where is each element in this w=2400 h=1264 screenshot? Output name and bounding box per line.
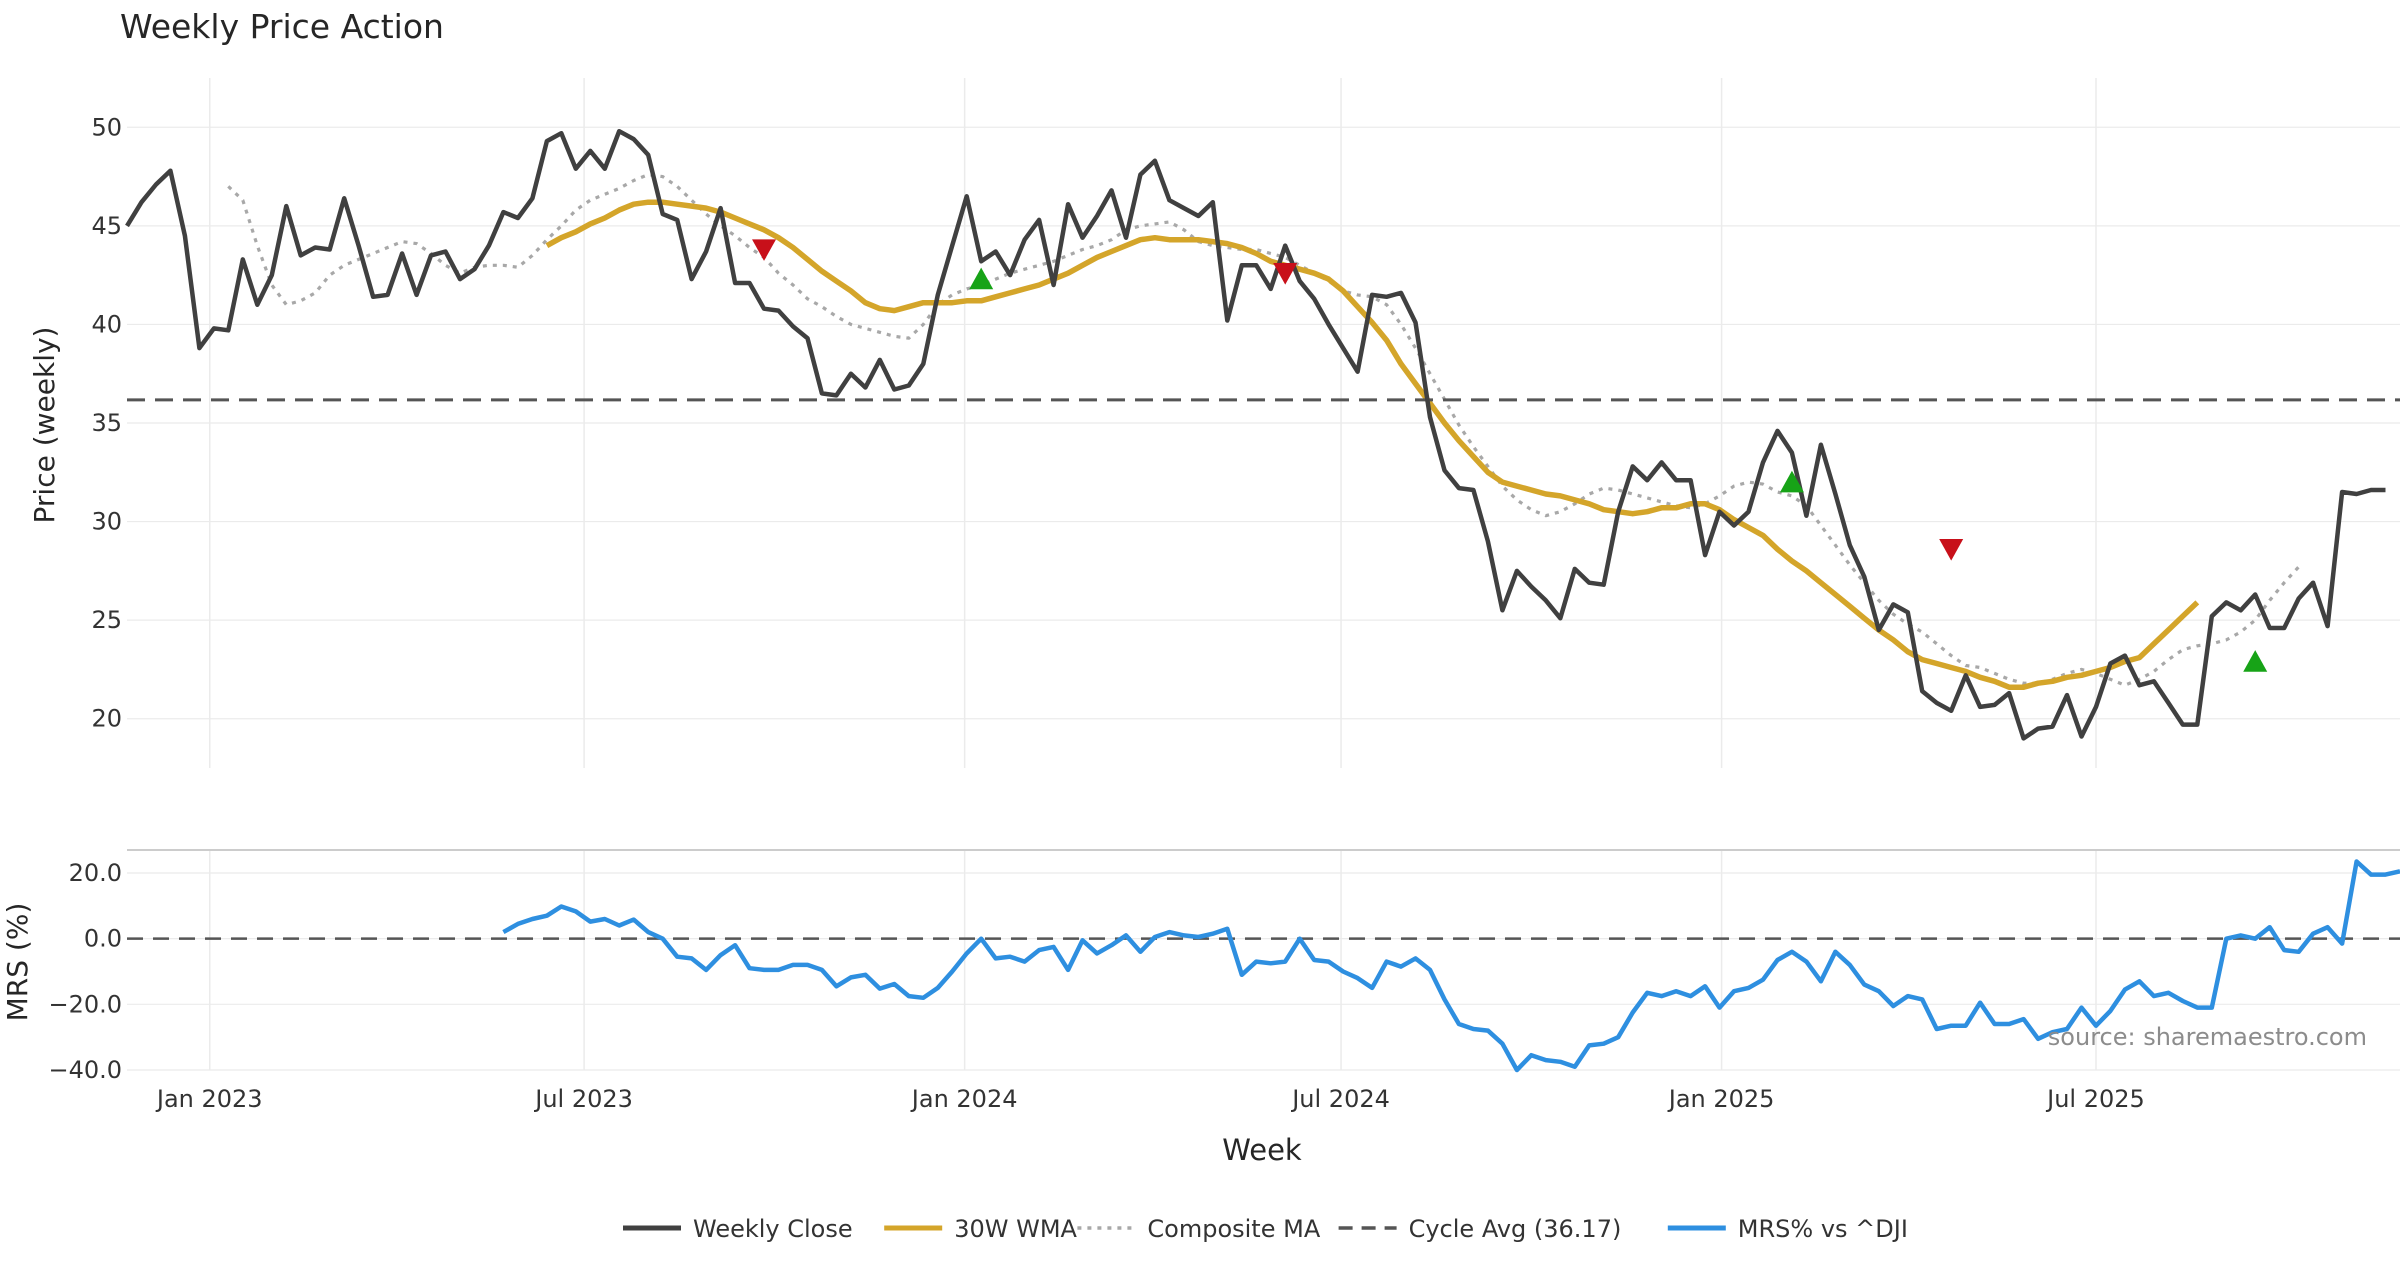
price-grid <box>127 78 2400 768</box>
price-y-tick-label: 35 <box>91 409 122 437</box>
legend-label: 30W WMA <box>954 1215 1077 1243</box>
mrs-plot <box>127 859 2400 1073</box>
price-y-axis-label: Price (weekly) <box>28 327 61 524</box>
x-tick-label: Jan 2025 <box>1667 1085 1775 1113</box>
price-y-tick-label: 40 <box>91 310 122 338</box>
buy-signal-marker <box>2243 650 2268 672</box>
legend-label: Weekly Close <box>693 1215 853 1243</box>
mrs-y-tick-label: 20.0 <box>69 859 122 887</box>
x-tick-label: Jan 2023 <box>155 1085 263 1113</box>
x-axis-label: Week <box>1222 1133 1302 1167</box>
price-y-tick-label: 45 <box>91 212 122 240</box>
x-tick-label: Jan 2024 <box>910 1085 1018 1113</box>
source-note: source: sharemaestro.com <box>2048 1023 2367 1051</box>
price-y-tick-label: 30 <box>91 508 122 536</box>
mrs-line <box>502 859 2400 1073</box>
price-plot <box>125 128 2400 741</box>
legend-label: Cycle Avg (36.17) <box>1409 1215 1622 1243</box>
price-y-axis: 20 25 30 35 40 45 50 <box>91 113 122 732</box>
buy-signal-marker <box>1779 470 1804 493</box>
wma-30w-line <box>545 199 2200 690</box>
x-tick-label: Jul 2024 <box>1290 1085 1390 1113</box>
price-y-tick-label: 50 <box>91 113 122 141</box>
mrs-y-tick-label: −20.0 <box>48 990 122 1018</box>
x-axis: Jan 2023 Jul 2023 Jan 2024 Jul 2024 Jan 2025… <box>155 1085 2145 1113</box>
chart-title: Weekly Price Action <box>120 7 444 46</box>
legend-label: MRS% vs ^DJI <box>1738 1215 1908 1243</box>
weekly-close-line <box>125 128 2386 741</box>
legend-label: Composite MA <box>1147 1215 1320 1243</box>
mrs-y-axis: 20.0 0.0 −20.0 −40.0 <box>48 859 122 1084</box>
sell-signal-marker <box>1939 538 1964 561</box>
price-y-tick-label: 25 <box>91 606 122 634</box>
legend: Weekly Close 30W WMA Composite MA Cycle Avg… <box>623 1215 1908 1243</box>
composite-ma-line <box>227 173 2300 687</box>
price-y-tick-label: 20 <box>91 705 122 733</box>
mrs-y-tick-label: 0.0 <box>84 925 122 953</box>
x-tick-label: Jul 2025 <box>2045 1085 2145 1113</box>
sell-signal-marker <box>752 239 777 261</box>
x-tick-label: Jul 2023 <box>533 1085 633 1113</box>
buy-signal-marker <box>969 267 994 290</box>
sell-signal-marker <box>1273 262 1298 285</box>
mrs-y-tick-label: −40.0 <box>48 1056 122 1084</box>
mrs-y-axis-label: MRS (%) <box>1 903 34 1022</box>
